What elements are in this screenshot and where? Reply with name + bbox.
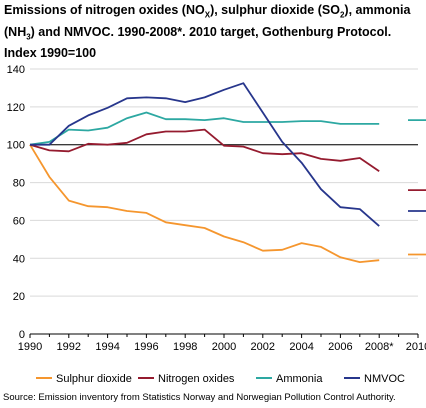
x-tick-label-1996: 1996 bbox=[134, 341, 158, 353]
x-tick-label-2004: 2004 bbox=[289, 341, 313, 353]
y-tick-label-140: 140 bbox=[7, 64, 25, 76]
y-tick-label-20: 20 bbox=[13, 291, 25, 303]
legend-label-nmvoc: NMVOC bbox=[364, 373, 405, 385]
y-tick-label-60: 60 bbox=[13, 215, 25, 227]
x-tick-label-1998: 1998 bbox=[173, 341, 197, 353]
series-line-sulphur-dioxide bbox=[29, 144, 380, 264]
x-tick-label-2006: 2006 bbox=[328, 341, 352, 353]
x-tick-label-2010: 2010 bbox=[406, 341, 426, 353]
y-tick-label-0: 0 bbox=[19, 329, 25, 341]
x-tick-label-2008: 2008* bbox=[365, 341, 394, 353]
y-tick-label-100: 100 bbox=[7, 140, 25, 152]
x-tick-label-1994: 1994 bbox=[95, 341, 119, 353]
source-note: Source: Emission inventory from Statisti… bbox=[3, 392, 396, 403]
series-line-ammonia bbox=[29, 111, 380, 146]
gridlines bbox=[30, 68, 418, 297]
x-tick-label-2000: 2000 bbox=[212, 341, 236, 353]
legend: Sulphur dioxide Nitrogen oxides Ammonia NMV… bbox=[36, 373, 405, 385]
x-tick-label-2002: 2002 bbox=[251, 341, 275, 353]
series-line-nitrogen-oxides bbox=[29, 128, 380, 172]
chart-title: Emissions of nitrogen oxides (NOX), sulp… bbox=[4, 3, 411, 60]
series-lines bbox=[29, 82, 426, 264]
y-tick-label-80: 80 bbox=[13, 178, 25, 190]
series-line-nmvoc bbox=[30, 82, 380, 227]
legend-label-ammonia: Ammonia bbox=[276, 373, 323, 385]
x-tick-label-1992: 1992 bbox=[57, 341, 81, 353]
x-tick-label-1990: 1990 bbox=[18, 341, 42, 353]
y-tick-label-40: 40 bbox=[13, 253, 25, 265]
legend-label-sulphur-dioxide: Sulphur dioxide bbox=[56, 373, 132, 385]
y-tick-label-120: 120 bbox=[7, 102, 25, 114]
legend-label-nitrogen-oxides: Nitrogen oxides bbox=[158, 373, 235, 385]
